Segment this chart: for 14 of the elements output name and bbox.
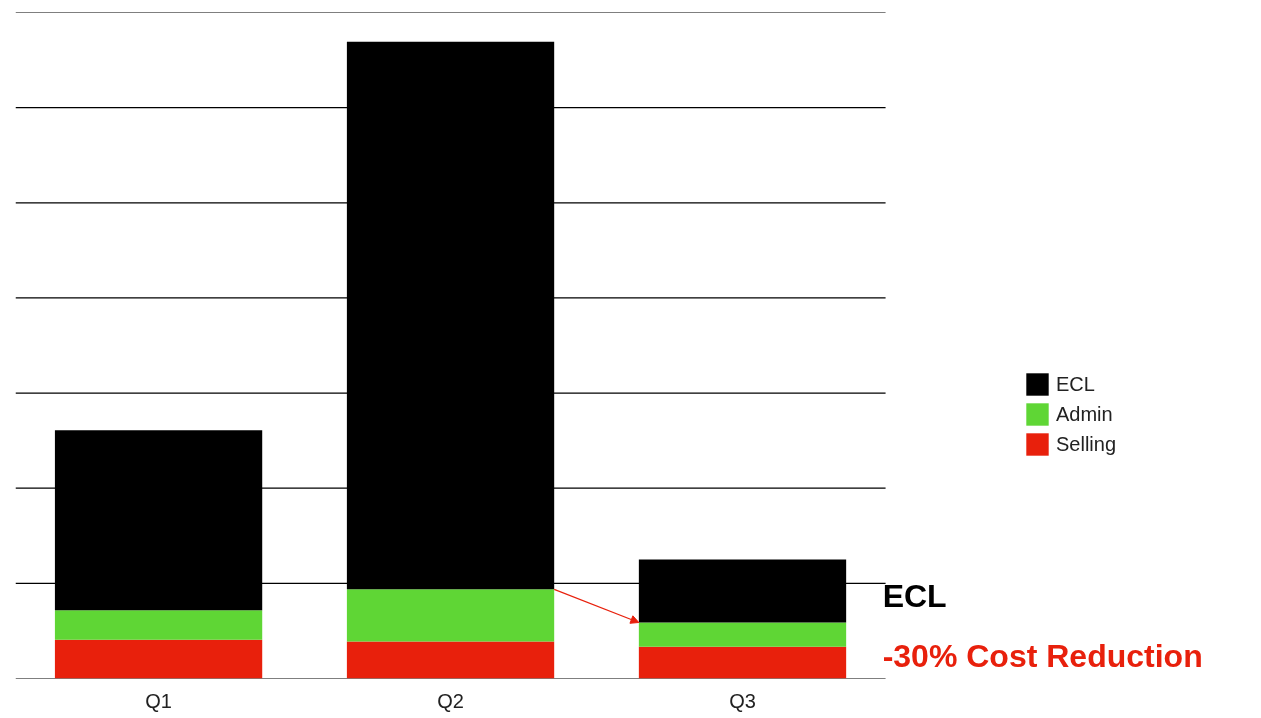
legend-label: ECL [1056, 372, 1095, 396]
x-tick-label: Q2 [437, 689, 464, 712]
bar [54, 610, 263, 640]
bar [346, 641, 555, 679]
bar [638, 622, 847, 647]
annotation: -30% Cost Reduction [882, 638, 1203, 675]
bar [54, 639, 263, 679]
bar [346, 589, 555, 642]
legend-label: Selling [1056, 432, 1117, 456]
x-tick-label: Q1 [145, 689, 172, 712]
x-tick-label: Q3 [729, 689, 756, 712]
legend-label: Admin [1056, 402, 1113, 426]
annotation: ECL [882, 577, 947, 614]
bar [638, 646, 847, 679]
